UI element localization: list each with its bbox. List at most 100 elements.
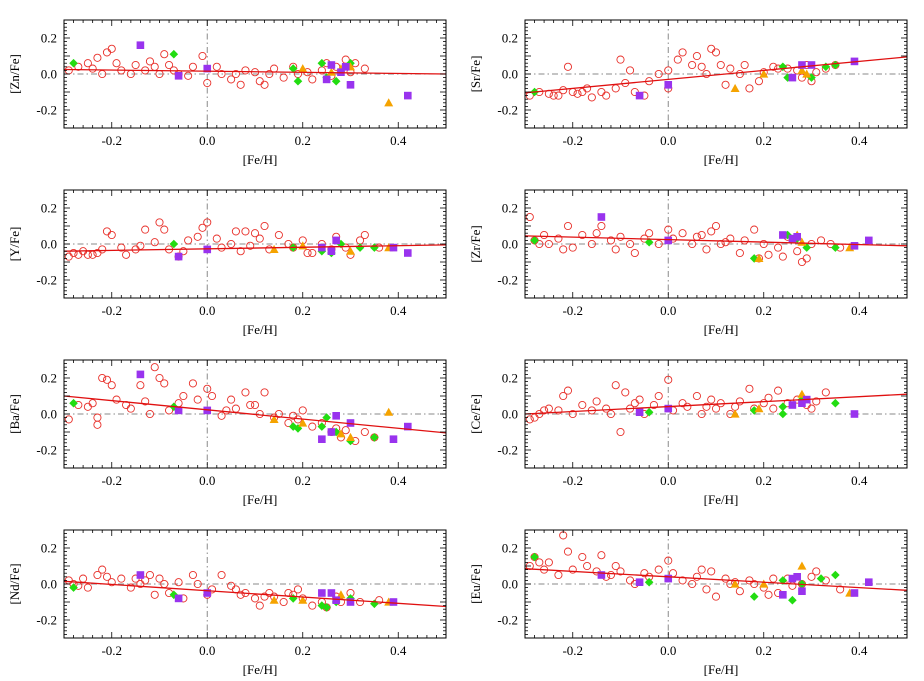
- data-point-open-circle: [131, 60, 140, 70]
- data-point-open-circle: [597, 221, 606, 231]
- data-point-open-circle: [246, 400, 255, 410]
- data-point-square: [389, 598, 398, 606]
- data-point-open-circle: [145, 409, 154, 419]
- data-point-open-circle: [217, 411, 226, 420]
- data-point-open-circle: [702, 585, 711, 594]
- data-point-open-circle: [688, 579, 697, 589]
- data-point-open-circle: [697, 565, 706, 574]
- data-point-diamond: [288, 594, 298, 603]
- data-point-open-circle: [535, 558, 544, 567]
- x-tick-label: 0.4: [851, 643, 868, 658]
- data-point-triangle: [802, 69, 812, 78]
- data-point-open-circle: [592, 397, 601, 406]
- data-point-square: [136, 571, 145, 579]
- x-tick-label: -0.2: [562, 303, 583, 318]
- data-point-open-circle: [160, 50, 169, 59]
- data-point-open-circle: [293, 585, 303, 594]
- data-point-square: [327, 61, 336, 69]
- data-points: [525, 531, 873, 605]
- data-point-open-circle: [83, 59, 92, 68]
- x-tick-label: -0.2: [101, 303, 122, 318]
- data-point-open-circle: [241, 388, 250, 397]
- x-tick-label: 0.4: [851, 303, 868, 318]
- x-tick-label: -0.2: [562, 643, 583, 658]
- data-point-open-circle: [274, 409, 283, 419]
- data-point-open-circle: [774, 243, 783, 252]
- data-point-open-circle: [193, 395, 202, 404]
- data-points: [525, 375, 859, 437]
- data-point-open-circle: [735, 397, 744, 406]
- x-tick-label: 0.0: [660, 643, 676, 658]
- data-point-open-circle: [807, 404, 816, 413]
- data-point-open-circle: [260, 80, 269, 89]
- data-point-diamond: [783, 73, 792, 82]
- y-tick-label: 0.0: [41, 67, 57, 82]
- data-point-open-circle: [88, 399, 97, 408]
- data-point-open-circle: [112, 395, 121, 404]
- data-points: [64, 41, 412, 107]
- fit-line: [525, 56, 907, 94]
- data-point-open-circle: [606, 236, 616, 245]
- data-point-open-circle: [64, 415, 73, 424]
- data-point-triangle: [269, 595, 279, 604]
- data-point-open-circle: [88, 250, 97, 259]
- data-point-open-circle: [664, 225, 673, 234]
- data-point-diamond: [317, 58, 327, 68]
- data-point-open-circle: [568, 565, 577, 574]
- y-axis-label: [Sr/Fe]: [468, 56, 483, 93]
- data-point-open-circle: [563, 62, 573, 71]
- data-point-open-circle: [98, 245, 107, 254]
- data-point-triangle: [336, 429, 346, 438]
- data-point-open-circle: [735, 248, 744, 258]
- data-point-diamond: [807, 73, 816, 82]
- data-point-open-circle: [568, 243, 577, 252]
- data-point-diamond: [355, 243, 365, 252]
- data-point-diamond: [370, 433, 379, 442]
- data-point-triangle: [759, 69, 769, 78]
- data-point-diamond: [644, 407, 654, 417]
- panel-zrfe: -0.2 0.0 0.2 0.4 -0.2 0.0 0.2 [Fe/H] [Zr/Fe]: [468, 189, 908, 337]
- x-tick-label: 0.4: [851, 473, 868, 488]
- data-points: [64, 218, 412, 261]
- data-point-open-circle: [745, 84, 754, 93]
- y-axis-label: [Zn/Fe]: [7, 54, 22, 94]
- data-point-diamond: [831, 398, 840, 408]
- data-point-open-circle: [227, 239, 236, 249]
- data-point-open-circle: [227, 75, 236, 84]
- data-point-open-circle: [222, 406, 231, 415]
- data-point-square: [404, 422, 412, 431]
- data-point-open-circle: [375, 596, 384, 605]
- y-axis-label: [Eu/Fe]: [468, 564, 483, 604]
- data-point-open-circle: [188, 379, 197, 388]
- data-point-open-circle: [664, 556, 673, 565]
- data-point-square: [798, 61, 806, 69]
- data-point-open-circle: [697, 409, 706, 419]
- data-point-diamond: [831, 570, 840, 580]
- data-point-open-circle: [711, 221, 721, 231]
- data-point-open-circle: [145, 570, 154, 580]
- data-point-open-circle: [260, 221, 269, 231]
- data-point-triangle: [336, 590, 346, 599]
- data-point-open-circle: [241, 227, 250, 236]
- data-point-diamond: [317, 422, 327, 431]
- data-point-open-circle: [745, 576, 754, 585]
- data-point-open-circle: [583, 561, 592, 571]
- data-point-open-circle: [203, 78, 212, 88]
- data-points: [525, 44, 859, 102]
- data-point-open-circle: [117, 574, 126, 583]
- x-tick-label: -0.2: [101, 473, 122, 488]
- data-point-open-circle: [683, 402, 692, 411]
- data-point-open-circle: [217, 69, 226, 79]
- data-point-open-circle: [203, 384, 212, 393]
- data-point-triangle: [298, 418, 308, 427]
- data-point-open-circle: [126, 583, 135, 592]
- data-point-diamond: [788, 595, 797, 605]
- data-point-square: [798, 399, 806, 407]
- data-point-open-circle: [812, 68, 821, 77]
- data-point-open-circle: [759, 399, 768, 408]
- x-axis-label: [Fe/H]: [704, 152, 739, 167]
- y-tick-label: 0.0: [41, 407, 57, 422]
- data-point-diamond: [530, 236, 539, 245]
- data-point-open-circle: [673, 55, 682, 64]
- data-point-open-circle: [308, 75, 317, 84]
